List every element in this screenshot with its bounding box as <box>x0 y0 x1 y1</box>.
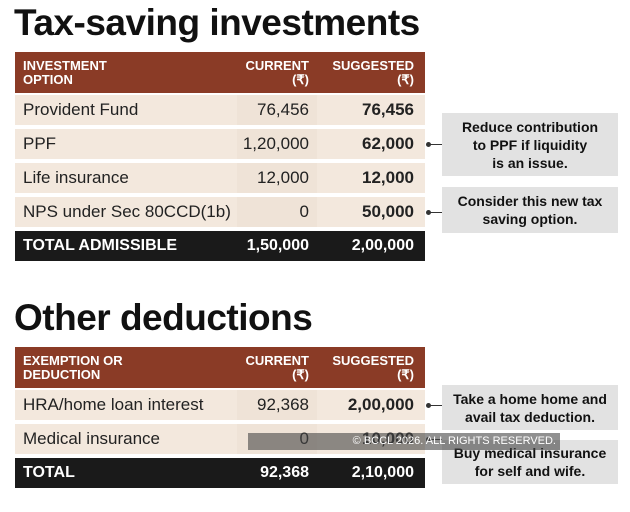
table-row: HRA/home loan interest 92,368 2,00,000 <box>15 390 425 420</box>
cell-text: NPS under Sec 80CCD(1b) <box>23 202 231 221</box>
table-row: Life insurance 12,000 12,000 <box>15 163 425 193</box>
connector-dot <box>426 403 431 408</box>
column-shade <box>237 390 317 420</box>
header-text: (₹) <box>397 366 414 382</box>
total-row: TOTAL ADMISSIBLE 1,50,000 2,00,000 <box>15 231 425 261</box>
callout: Reduce contribution to PPF if liquidity is… <box>442 113 618 176</box>
cell-text: 92,368 <box>257 395 309 414</box>
column-shade <box>237 129 317 159</box>
cell-text: 2,10,000 <box>351 464 414 481</box>
header-text: (₹) <box>292 71 309 87</box>
cell-text: 0 <box>299 202 309 221</box>
header-text: INVESTMENT <box>23 57 107 73</box>
column-shade <box>237 163 317 193</box>
header-cell: SUGGESTED (₹) <box>332 52 414 93</box>
callout-text: Consider this new tax <box>457 193 603 209</box>
callout-text: for self and wife. <box>474 463 586 479</box>
callout: Consider this new tax saving option. <box>442 187 618 233</box>
cell-text: 12,000 <box>257 168 309 187</box>
cell-text: 1,20,000 <box>242 134 309 153</box>
cell-text: 2,00,000 <box>351 237 414 254</box>
cell-text: 76,456 <box>257 100 309 119</box>
header-cell: CURRENT (₹) <box>245 347 309 388</box>
header-text: OPTION <box>23 71 73 87</box>
header-text: CURRENT <box>245 57 309 73</box>
cell-text: PPF <box>23 134 57 153</box>
section-title: Tax-saving investments <box>14 2 420 43</box>
cell-text: TOTAL ADMISSIBLE <box>23 237 178 254</box>
cell-text: 2,00,000 <box>347 395 414 414</box>
cell-text: 62,000 <box>362 134 414 153</box>
cell-text: 12,000 <box>362 168 414 187</box>
table-row: NPS under Sec 80CCD(1b) 0 50,000 <box>15 197 425 227</box>
watermark: © BCCL 2026. ALL RIGHTS RESERVED. <box>248 433 560 450</box>
callout-text: is an issue. <box>492 154 568 171</box>
header-text: (₹) <box>292 366 309 382</box>
header-row: EXEMPTION OR DEDUCTION CURRENT (₹) SUGGESTED… <box>15 347 425 388</box>
header-text: (₹) <box>397 71 414 87</box>
header-text: DEDUCTION <box>23 366 101 382</box>
connector-dot <box>426 142 431 147</box>
cell-text: 1,50,000 <box>246 237 309 254</box>
total-row: TOTAL 92,368 2,10,000 <box>15 458 425 488</box>
callout-text: avail tax deduction. <box>465 408 595 425</box>
header-text: EXEMPTION OR <box>23 352 123 368</box>
cell-text: Life insurance <box>23 168 129 187</box>
header-text: CURRENT <box>245 352 309 368</box>
cell-text: TOTAL <box>23 464 75 481</box>
cell-text: Provident Fund <box>23 100 139 119</box>
callout: Take a home home and avail tax deduction. <box>442 385 618 430</box>
callout-text: Reduce contribution <box>461 118 599 135</box>
column-shade <box>237 197 317 227</box>
cell-text: 50,000 <box>362 202 414 221</box>
header-cell: EXEMPTION OR DEDUCTION <box>23 347 123 388</box>
connector <box>428 405 442 406</box>
connector <box>428 144 442 145</box>
callout-text: saving option. <box>482 211 578 227</box>
header-cell: INVESTMENT OPTION <box>23 52 107 93</box>
header-text: SUGGESTED <box>332 352 414 368</box>
section-title: Other deductions <box>14 297 313 338</box>
cell-text: 92,368 <box>260 464 309 481</box>
callout-text: Take a home home and <box>453 390 607 407</box>
header-row: INVESTMENT OPTION CURRENT (₹) SUGGESTED (₹) <box>15 52 425 93</box>
header-cell: SUGGESTED (₹) <box>332 347 414 388</box>
header-cell: CURRENT (₹) <box>245 52 309 93</box>
connector <box>428 212 442 213</box>
column-shade <box>237 95 317 125</box>
header-text: SUGGESTED <box>332 57 414 73</box>
table-row: Provident Fund 76,456 76,456 <box>15 95 425 125</box>
callout-text: to PPF if liquidity <box>472 136 588 153</box>
cell-text: 76,456 <box>362 100 414 119</box>
table-row: PPF 1,20,000 62,000 <box>15 129 425 159</box>
cell-text: Medical insurance <box>23 429 161 448</box>
cell-text: HRA/home loan interest <box>23 395 204 414</box>
connector-dot <box>426 210 431 215</box>
